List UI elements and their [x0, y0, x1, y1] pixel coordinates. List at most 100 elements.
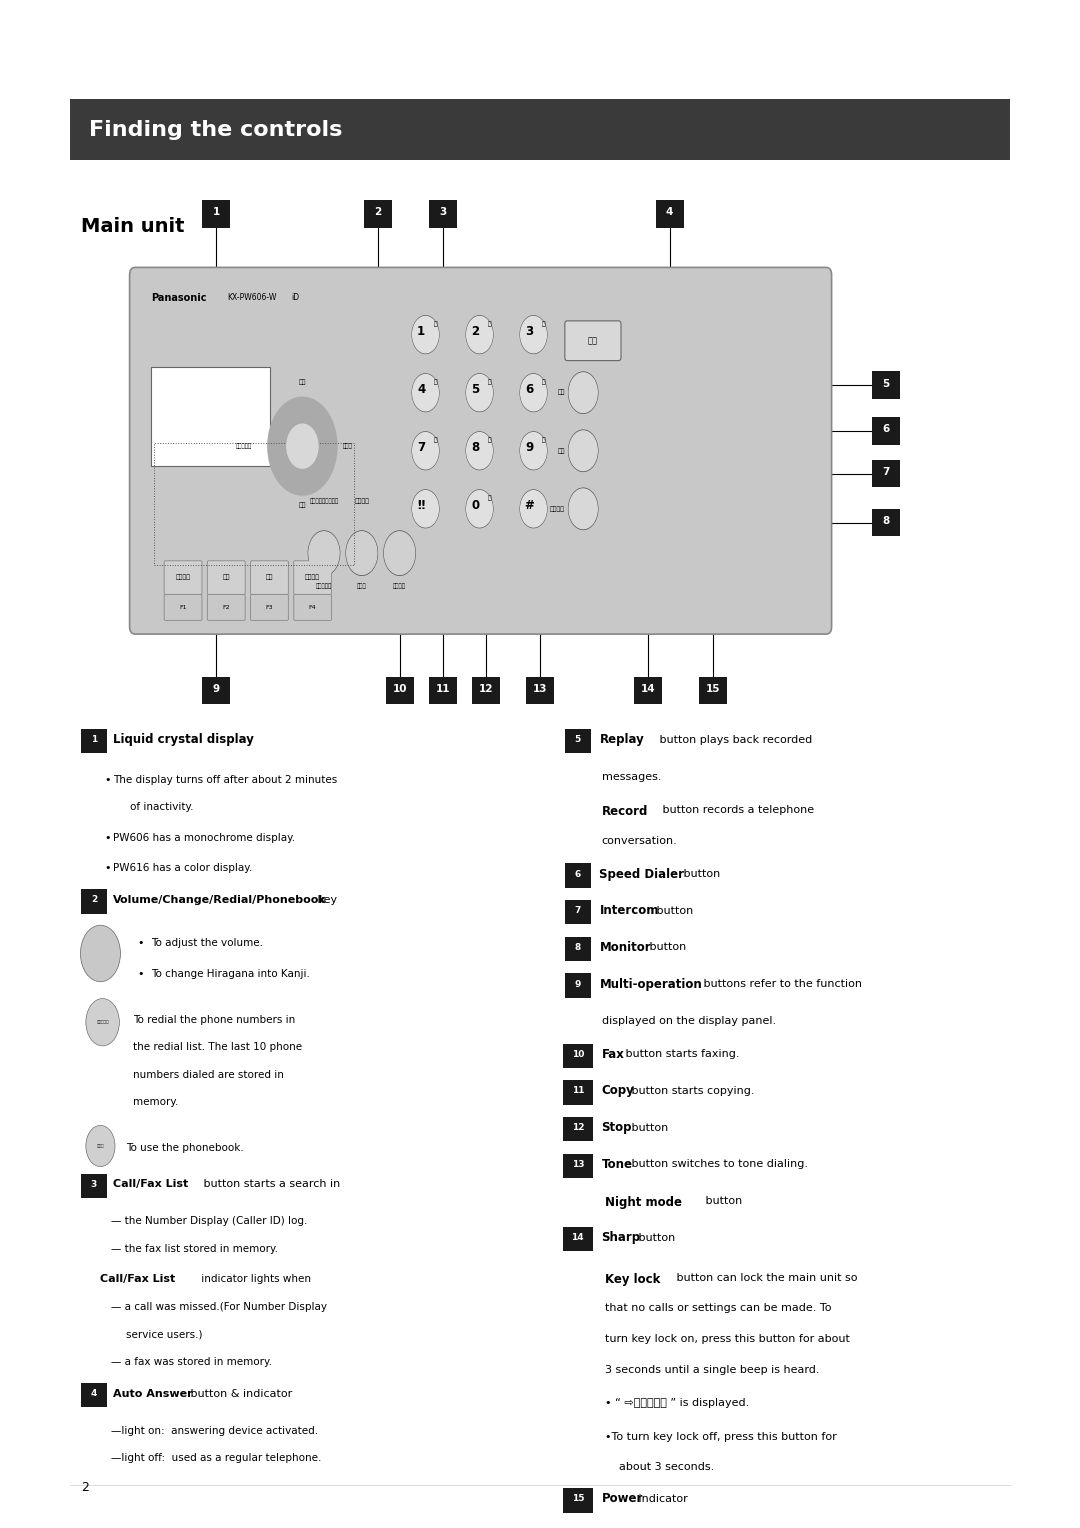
Text: 15: 15 — [705, 685, 720, 694]
Text: To adjust the volume.: To adjust the volume. — [151, 938, 264, 949]
Text: button: button — [629, 1123, 669, 1132]
Text: 5: 5 — [471, 384, 480, 396]
FancyBboxPatch shape — [565, 729, 591, 753]
Text: •: • — [105, 775, 111, 785]
Text: To use the phonebook.: To use the phonebook. — [126, 1143, 244, 1154]
Circle shape — [413, 316, 438, 353]
Text: button: button — [635, 1233, 675, 1242]
FancyBboxPatch shape — [526, 677, 554, 704]
Text: Power: Power — [602, 1493, 643, 1505]
Text: 10: 10 — [392, 685, 407, 694]
FancyBboxPatch shape — [81, 729, 107, 753]
Text: 11: 11 — [571, 1086, 584, 1096]
Circle shape — [521, 316, 546, 353]
Text: Night mode: Night mode — [605, 1196, 681, 1210]
Text: 8: 8 — [471, 442, 480, 454]
Text: F2: F2 — [222, 605, 230, 610]
Text: To change Hiragana into Kanji.: To change Hiragana into Kanji. — [151, 969, 310, 979]
Text: button plays back recorded: button plays back recorded — [656, 735, 812, 744]
Text: 内線: 内線 — [557, 448, 565, 454]
Circle shape — [86, 999, 119, 1045]
Text: — a fax was stored in memory.: — a fax was stored in memory. — [111, 1357, 272, 1368]
Text: 9: 9 — [575, 979, 581, 989]
Text: about 3 seconds.: about 3 seconds. — [619, 1462, 714, 1473]
Circle shape — [384, 530, 416, 575]
FancyBboxPatch shape — [294, 561, 332, 594]
Text: Replay: Replay — [599, 733, 644, 746]
Circle shape — [268, 397, 337, 495]
Text: Record: Record — [602, 805, 648, 819]
Circle shape — [287, 425, 318, 468]
Text: conversation.: conversation. — [602, 836, 677, 847]
Circle shape — [521, 432, 546, 469]
Text: 14: 14 — [640, 685, 656, 694]
Circle shape — [467, 316, 492, 353]
Text: 2: 2 — [91, 895, 97, 905]
Text: ‼: ‼ — [418, 500, 424, 512]
Text: た: た — [434, 379, 437, 385]
Text: 1: 1 — [417, 325, 426, 338]
Text: •: • — [105, 833, 111, 843]
Text: button: button — [702, 1196, 742, 1207]
Circle shape — [467, 374, 492, 411]
Text: 3: 3 — [440, 208, 446, 217]
Text: Key lock: Key lock — [605, 1273, 660, 1287]
FancyBboxPatch shape — [563, 1044, 593, 1068]
Circle shape — [569, 431, 598, 472]
Text: Liquid crystal display: Liquid crystal display — [113, 733, 254, 746]
Text: The display turns off after about 2 minutes: The display turns off after about 2 minu… — [113, 775, 338, 785]
FancyBboxPatch shape — [565, 863, 591, 888]
Text: 9: 9 — [525, 442, 534, 454]
FancyBboxPatch shape — [251, 594, 288, 620]
FancyBboxPatch shape — [81, 889, 107, 914]
Text: Sharp: Sharp — [602, 1232, 640, 1244]
Text: button starts a search in: button starts a search in — [201, 1180, 340, 1189]
Text: 13: 13 — [532, 685, 548, 694]
Circle shape — [384, 532, 415, 575]
Text: — the fax list stored in memory.: — the fax list stored in memory. — [111, 1244, 279, 1254]
FancyBboxPatch shape — [656, 200, 684, 228]
Circle shape — [521, 374, 546, 411]
Text: 用件消去: 用件消去 — [306, 575, 320, 581]
FancyBboxPatch shape — [699, 677, 727, 704]
Circle shape — [569, 373, 598, 414]
Circle shape — [413, 374, 438, 411]
Text: 6: 6 — [575, 869, 581, 879]
Text: • “ ⇨キーロック ” is displayed.: • “ ⇨キーロック ” is displayed. — [605, 1398, 750, 1409]
Circle shape — [467, 490, 492, 527]
Circle shape — [569, 489, 598, 530]
Text: Panasonic: Panasonic — [151, 293, 206, 304]
Circle shape — [413, 316, 438, 353]
Text: #: # — [524, 500, 535, 512]
Text: 3 seconds until a single beep is heard.: 3 seconds until a single beep is heard. — [605, 1365, 820, 1375]
FancyBboxPatch shape — [563, 1117, 593, 1141]
FancyBboxPatch shape — [251, 561, 288, 594]
Text: や: や — [488, 437, 491, 443]
Text: 2: 2 — [375, 208, 381, 217]
Text: key: key — [314, 895, 337, 905]
Text: 8: 8 — [882, 516, 889, 526]
Circle shape — [413, 490, 438, 527]
Text: button: button — [653, 906, 693, 915]
Text: F1: F1 — [179, 605, 187, 610]
Text: — a call was missed.(For Number Display: — a call was missed.(For Number Display — [111, 1302, 327, 1313]
Text: 7: 7 — [575, 906, 581, 915]
Text: •To turn key lock off, press this button for: •To turn key lock off, press this button… — [605, 1432, 837, 1442]
Text: —light off:  used as a regular telephone.: —light off: used as a regular telephone. — [111, 1453, 322, 1464]
Text: 12: 12 — [571, 1123, 584, 1132]
Circle shape — [346, 530, 378, 575]
Text: 0: 0 — [471, 500, 480, 512]
FancyBboxPatch shape — [872, 417, 900, 445]
Text: Call/Fax List: Call/Fax List — [100, 1274, 176, 1285]
Text: buttons refer to the function: buttons refer to the function — [700, 979, 862, 989]
Text: 3: 3 — [91, 1180, 97, 1189]
Text: Main unit: Main unit — [81, 217, 185, 235]
Circle shape — [413, 432, 438, 469]
Circle shape — [467, 432, 492, 469]
FancyBboxPatch shape — [164, 561, 202, 594]
Text: PW606 has a monochrome display.: PW606 has a monochrome display. — [113, 833, 296, 843]
Circle shape — [467, 316, 492, 353]
Text: 音量: 音量 — [299, 379, 306, 385]
FancyBboxPatch shape — [202, 200, 230, 228]
Text: 2: 2 — [81, 1481, 89, 1494]
